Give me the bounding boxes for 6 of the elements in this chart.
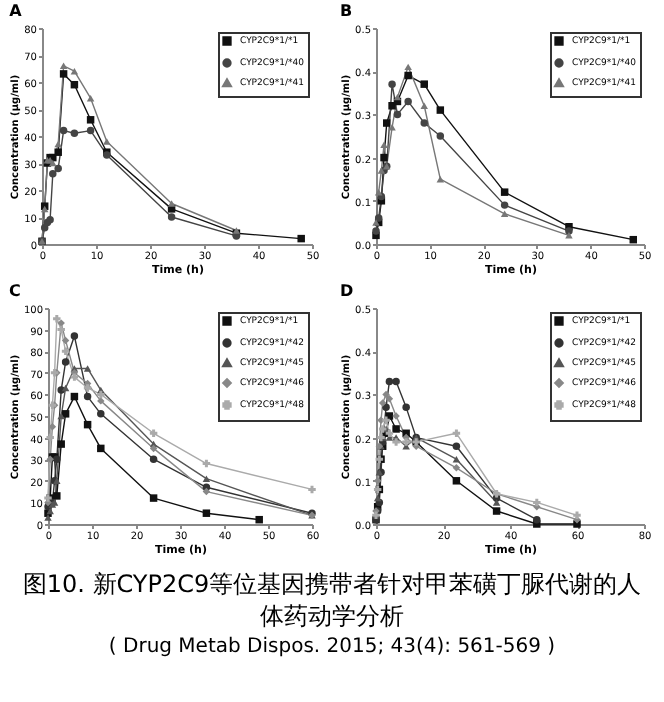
chart-title: A xyxy=(9,2,24,20)
text: ( Drug Metab Dispos. 2015; 43(4): 561-569 ) xyxy=(106,634,558,662)
chart-title: B xyxy=(340,2,353,20)
chart-title: C xyxy=(8,282,21,300)
caption: 图10. 新CYP2C9等位基因携带者针对甲苯磺丁脲代谢的人体药动学分析 xyxy=(20,568,644,632)
chart-title: D xyxy=(340,282,355,300)
